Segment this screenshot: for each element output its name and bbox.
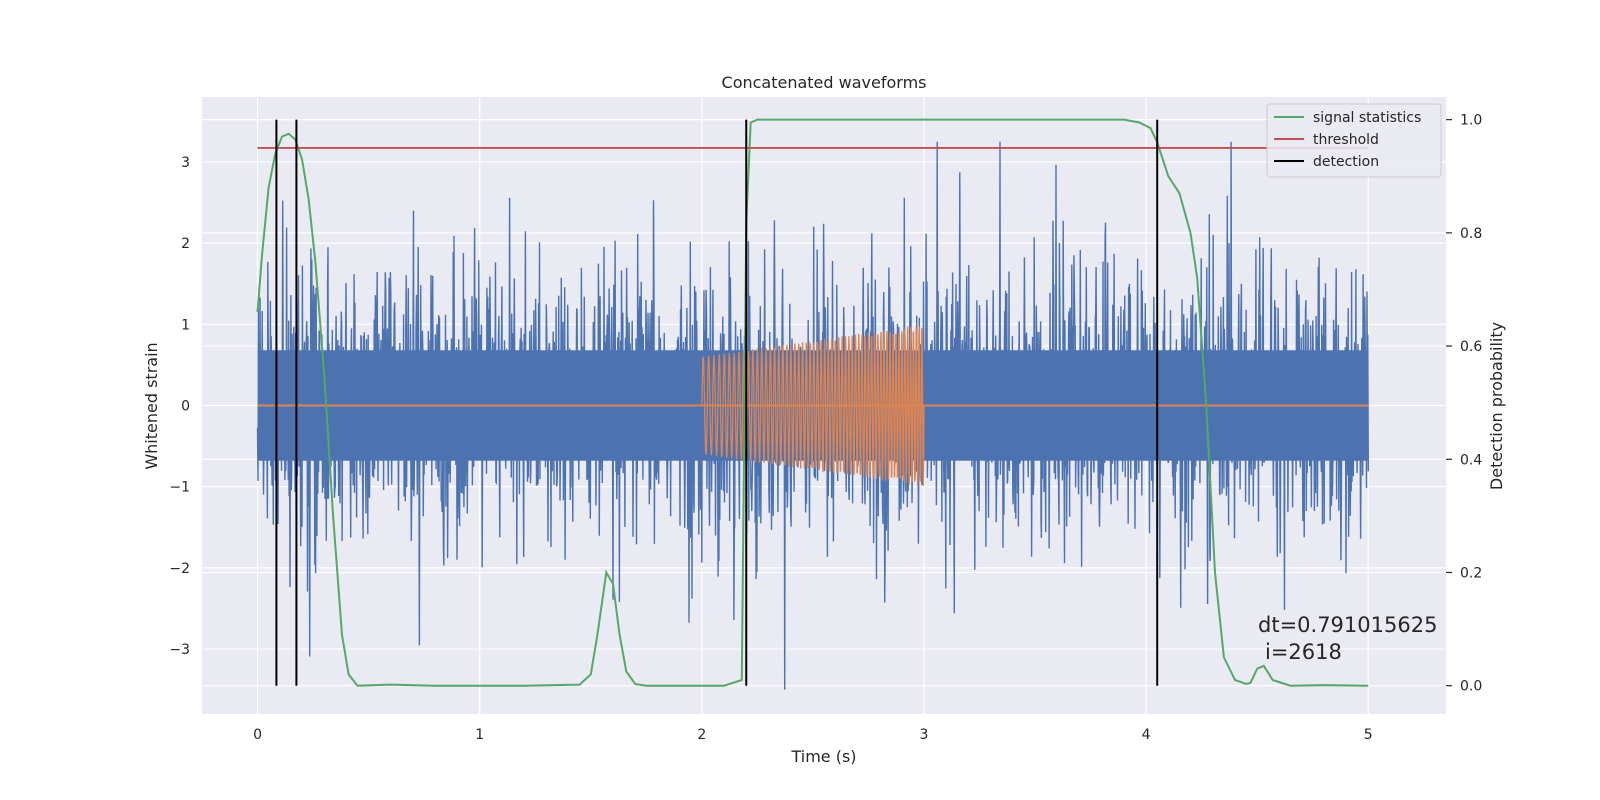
x-tick-label: 5	[1364, 727, 1373, 743]
y-right-tick-label: 0.0	[1460, 679, 1482, 695]
y-right-tick-label: 0.8	[1460, 226, 1482, 242]
chart-title: Concatenated waveforms	[722, 73, 927, 92]
y-tick-label: 2	[181, 236, 190, 252]
y-tick-label: 1	[181, 317, 190, 333]
legend-label: signal statistics	[1313, 110, 1421, 126]
x-axis-label: Time (s)	[790, 747, 856, 766]
injection-chirp	[701, 326, 925, 487]
annotation-dt: dt=0.791015625	[1258, 613, 1437, 637]
y-axis-label: Whitened strain	[142, 342, 161, 469]
x-tick-label: 4	[1142, 727, 1151, 743]
y-right-tick-label: 0.4	[1460, 452, 1482, 468]
legend-box	[1266, 103, 1442, 178]
legend-label: threshold	[1313, 132, 1379, 148]
x-tick-label: 1	[475, 727, 484, 743]
signal-statistics-line	[256, 118, 1369, 687]
x-tick-label: 0	[253, 727, 262, 743]
injection-series	[257, 326, 1369, 487]
y-tick-label: −1	[169, 480, 190, 496]
x-tick-label: 2	[697, 727, 706, 743]
y-tick-label: −2	[169, 561, 190, 577]
y-right-tick-label: 0.2	[1460, 565, 1482, 581]
legend-label: detection	[1313, 154, 1379, 170]
legend: signal statistics threshold detection	[1266, 103, 1442, 178]
annotation-i: i=2618	[1265, 640, 1342, 664]
y-right-tick-label: 0.6	[1460, 339, 1482, 355]
x-tick-label: 3	[920, 727, 929, 743]
y-tick-label: −3	[169, 642, 190, 658]
y-right-axis-label: Detection probability	[1487, 322, 1506, 490]
y-right-tick-label: 1.0	[1460, 113, 1482, 129]
y-tick-label: 3	[181, 155, 190, 171]
signal-statistics-series	[256, 118, 1369, 687]
y-tick-label: 0	[181, 399, 190, 415]
detection-series	[275, 119, 1159, 686]
ticks: 0 1 2 3 4 5 −3 −2 −1 0 1 2 3 0.0 0.2 0.4 0.6 0.8 1.0	[169, 113, 1482, 743]
